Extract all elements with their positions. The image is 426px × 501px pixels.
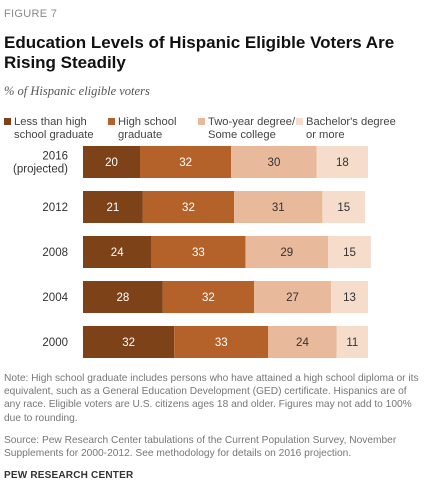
chart-legend: Less than high school graduate High school… xyxy=(4,116,424,146)
legend-item: Two-year degree/Some college xyxy=(198,116,295,142)
bar-segment xyxy=(245,236,329,268)
legend-item: Bachelor's degree or more xyxy=(296,116,396,142)
data-label: 24 xyxy=(111,247,124,259)
bar-segment xyxy=(328,236,371,268)
bar-segment xyxy=(83,326,175,358)
data-label: 31 xyxy=(272,202,285,214)
chart-note: Note: High school graduate includes pers… xyxy=(4,373,419,424)
data-label: 15 xyxy=(343,247,356,259)
data-label: 28 xyxy=(117,292,130,304)
bar-segment xyxy=(83,191,143,223)
bar-segment xyxy=(330,281,368,313)
data-label: 20 xyxy=(105,157,118,169)
legend-label: Some college xyxy=(208,129,276,141)
legend-swatch xyxy=(108,118,115,125)
legend-label: or more xyxy=(306,129,345,141)
data-label: 13 xyxy=(343,292,356,304)
category-label: 2000 xyxy=(42,337,68,349)
bar-segment xyxy=(162,281,254,313)
legend-swatch xyxy=(4,118,11,125)
bar-segment xyxy=(142,191,235,223)
category-label: 2012 xyxy=(42,202,68,214)
data-label: 21 xyxy=(107,202,120,214)
bar-segment xyxy=(83,236,152,268)
figure-label: FIGURE 7 xyxy=(4,8,58,20)
data-label: 24 xyxy=(296,337,309,349)
bar-segment xyxy=(174,326,269,358)
legend-label: Bachelor's degree xyxy=(306,116,396,128)
data-label: 15 xyxy=(337,202,350,214)
legend-swatch xyxy=(296,118,303,125)
chart-subtitle: % of Hispanic eligible voters xyxy=(4,84,150,98)
bar-segment xyxy=(316,146,368,178)
legend-label: Two-year degree/ xyxy=(208,116,296,128)
bar-segment xyxy=(140,146,232,178)
data-label: 30 xyxy=(268,157,281,169)
chart-title: Education Levels of Hispanic Eligible Vo… xyxy=(4,33,395,72)
data-label: 29 xyxy=(280,247,293,259)
bar-segment xyxy=(83,146,140,178)
category-label: 2004 xyxy=(42,292,68,304)
bar-segment xyxy=(322,191,366,223)
legend-item: High school graduate xyxy=(108,116,176,142)
bar-segment xyxy=(231,146,317,178)
stacked-bar-chart: 2016 (projected) 20 32 30 18 2012 21 32 31 15 2008 2… xyxy=(13,146,371,358)
bar-segment xyxy=(234,191,323,223)
data-label: 33 xyxy=(192,247,205,259)
bar-segment xyxy=(268,326,337,358)
legend-label: High school xyxy=(118,116,177,128)
legend-label: graduate xyxy=(118,129,163,141)
chart-source: Source: Pew Research Center tabulations … xyxy=(4,435,397,460)
org-name: PEW RESEARCH CENTER xyxy=(4,470,134,481)
data-label: 32 xyxy=(202,292,215,304)
data-label: 27 xyxy=(286,292,299,304)
bar-segment xyxy=(336,326,368,358)
legend-label: Less than high xyxy=(14,116,87,128)
data-label: 32 xyxy=(182,202,195,214)
data-label: 32 xyxy=(179,157,192,169)
data-label: 32 xyxy=(122,337,135,349)
legend-swatch xyxy=(198,118,205,125)
legend-label: school graduate xyxy=(14,129,94,141)
data-label: 33 xyxy=(215,337,228,349)
category-label: 2016 (projected) xyxy=(13,151,68,176)
bar-segment xyxy=(254,281,331,313)
category-label: 2008 xyxy=(42,247,68,259)
data-label: 11 xyxy=(346,337,358,349)
bar-segment xyxy=(151,236,246,268)
legend-item: Less than high school graduate xyxy=(4,116,94,142)
data-label: 18 xyxy=(336,157,349,169)
bar-segment xyxy=(83,281,163,313)
